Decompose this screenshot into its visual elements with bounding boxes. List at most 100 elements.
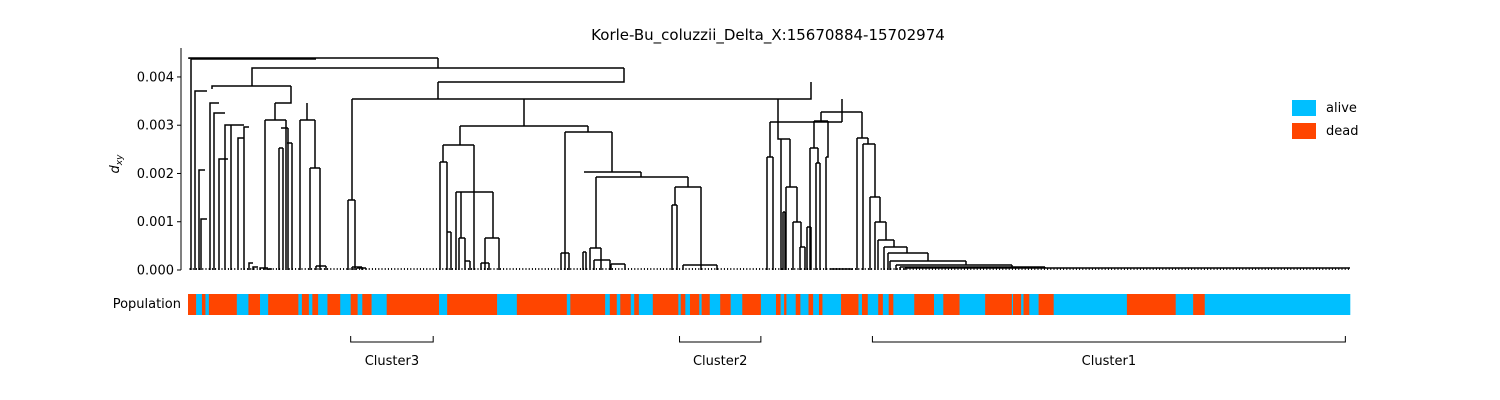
population-segment-alive [1204,294,1351,315]
population-segment-alive [1021,294,1024,315]
population-segment-dead [447,294,498,315]
population-segment-alive [678,294,681,315]
y-axis-label: dxy [108,154,125,174]
y-tick-label: 0.003 [137,119,174,134]
population-segment-dead [943,294,960,315]
population-segment-alive [822,294,842,315]
population-segment-alive [786,294,797,315]
population-segment-dead [701,294,711,315]
population-segment-alive [867,294,879,315]
population-segment-dead [1023,294,1030,315]
population-segment-dead [301,294,310,315]
population-segment-alive [934,294,944,315]
population-segment-alive [357,294,363,315]
population-segment-dead [914,294,935,315]
population-segment-alive [780,294,785,315]
dendrogram-leaves [189,268,1349,270]
population-segment-alive [205,294,210,315]
population-segment-alive [1029,294,1039,315]
population-segment-alive [438,294,448,315]
population-segment-dead [652,294,679,315]
population-segment-dead [742,294,762,315]
legend: alive dead [1292,100,1358,139]
population-segment-dead [775,294,781,315]
population-segment-dead [248,294,261,315]
y-axis: 0.000 0.001 0.002 0.003 0.004 [137,48,182,279]
population-segment-dead [795,294,801,315]
population-segment-dead [689,294,700,315]
population-segment-dead [312,294,319,315]
population-segment-alive [893,294,915,315]
population-segment-dead [861,294,869,315]
y-axis-label-sub: xy [115,154,125,166]
population-segment-alive [318,294,328,315]
population-segment-alive [196,294,203,315]
population-segment-alive [340,294,351,315]
population-segment-alive [800,294,809,315]
population-segment-alive [709,294,721,315]
population-segment-alive [858,294,863,315]
population-segment-alive [638,294,654,315]
population-track [188,294,1351,315]
legend-swatch-dead [1292,123,1316,139]
population-track-label: Population [113,297,181,312]
population-segment-dead [188,294,197,315]
y-tick-label: 0.004 [137,70,174,85]
population-segment-dead [609,294,618,315]
population-segment-dead [841,294,859,315]
population-segment-alive [1175,294,1194,315]
legend-swatch-alive [1292,100,1316,116]
population-segment-dead [818,294,823,315]
population-segment-dead [888,294,894,315]
population-segment-dead [784,294,787,315]
y-tick-label: 0.000 [137,264,174,279]
population-segment-alive [605,294,611,315]
population-segment-alive [959,294,986,315]
y-tick-label: 0.001 [137,215,174,230]
population-segment-alive [566,294,571,315]
legend-label-dead: dead [1326,124,1358,139]
population-segment-dead [327,294,341,315]
population-segment-alive [260,294,269,315]
cluster-label: Cluster2 [693,354,747,369]
population-segment-dead [208,294,238,315]
y-axis-label-main: d [108,164,123,173]
population-segment-alive [236,294,249,315]
population-segment-alive [308,294,313,315]
cluster-label: Cluster3 [365,354,419,369]
population-segment-dead [386,294,440,315]
population-segment-dead [268,294,299,315]
population-segment-dead [634,294,640,315]
population-segment-dead [720,294,731,315]
legend-label-alive: alive [1326,101,1357,116]
chart-title: Korle-Bu_coluzzii_Delta_X:15670884-15702… [591,26,945,45]
population-segment-alive [1011,294,1014,315]
population-segment-dead [680,294,686,315]
cluster-bracket [871,336,1346,343]
dendrogram-tree [188,57,1350,270]
population-segment-dead [620,294,632,315]
population-segment-dead [1038,294,1054,315]
population-segment-alive [497,294,518,315]
population-segment-alive [813,294,820,315]
population-segment-alive [699,294,702,315]
population-segment-dead [878,294,884,315]
cluster-brackets: Cluster3 Cluster2 Cluster1 [350,336,1346,369]
population-segment-alive [760,294,777,315]
population-segment-alive [371,294,388,315]
cluster-label: Cluster1 [1082,354,1136,369]
population-segment-alive [1053,294,1128,315]
population-segment-dead [516,294,568,315]
population-segment-dead [1013,294,1022,315]
population-segment-dead [808,294,814,315]
dendrogram-branches [188,57,1350,270]
cluster-bracket [350,336,434,343]
population-segment-dead [985,294,1013,315]
population-segment-alive [882,294,889,315]
population-segment-alive [298,294,303,315]
population-segment-dead [1193,294,1206,315]
y-tick-label: 0.002 [137,167,174,182]
population-segment-dead [362,294,372,315]
population-segment-alive [616,294,621,315]
